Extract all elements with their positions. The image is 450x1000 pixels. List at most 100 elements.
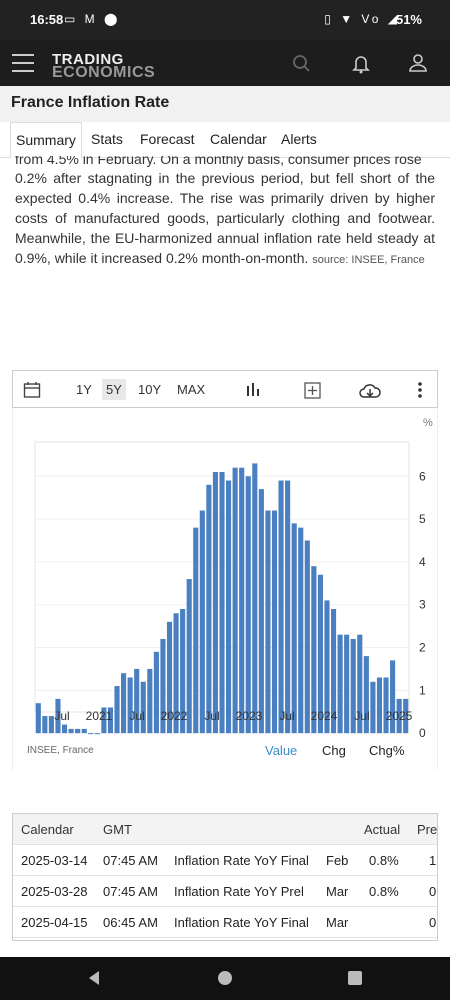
menu-icon[interactable] bbox=[12, 54, 34, 72]
row-event: Inflation Rate YoY Prel bbox=[174, 884, 304, 899]
tab-forecast[interactable]: Forecast bbox=[140, 131, 195, 147]
chart-type-icon[interactable] bbox=[245, 382, 261, 398]
chart-bar bbox=[357, 634, 363, 734]
x-tick-label: 2025 bbox=[386, 709, 413, 723]
chart-bar bbox=[127, 677, 133, 734]
chart-bar bbox=[396, 698, 402, 734]
chart-bar bbox=[383, 677, 389, 734]
x-tick-label: Jul bbox=[129, 709, 144, 723]
range-1y-button[interactable]: 1Y bbox=[76, 382, 92, 397]
chart-bar bbox=[298, 527, 304, 734]
change-percent-toggle[interactable]: Chg% bbox=[369, 743, 405, 758]
chart-bar bbox=[55, 698, 61, 734]
x-tick-label: Jul bbox=[279, 709, 294, 723]
download-cloud-icon[interactable] bbox=[359, 382, 381, 399]
range-max-button[interactable]: MAX bbox=[177, 382, 206, 397]
x-tick-label: Jul bbox=[54, 709, 69, 723]
status-bar: 16:58 ▭ M ⬤ ▯ ▼ Vo ◢ 51% bbox=[0, 0, 450, 40]
chart-bar bbox=[350, 638, 356, 734]
chart-bar bbox=[212, 471, 218, 734]
y-tick-label: 5 bbox=[419, 512, 426, 526]
calendar-icon[interactable] bbox=[23, 381, 41, 399]
chart-bar bbox=[206, 484, 212, 734]
y-unit-label: % bbox=[423, 417, 433, 429]
range-5y-button[interactable]: 5Y bbox=[102, 379, 126, 400]
table-header: Calendar GMT Actual Previous bbox=[13, 814, 438, 845]
row-event: Inflation Rate YoY Final bbox=[174, 915, 309, 930]
chart-bar bbox=[153, 651, 159, 734]
chart-bar bbox=[199, 510, 205, 734]
row-actual: 0.8% bbox=[369, 853, 399, 868]
x-tick-label: 2022 bbox=[161, 709, 188, 723]
page-title: France Inflation Rate bbox=[11, 94, 170, 111]
chart-source: INSEE, France bbox=[27, 745, 94, 756]
row-ref: Mar bbox=[326, 884, 349, 899]
row-previous: 1.7% bbox=[429, 853, 437, 868]
y-tick-label: 1 bbox=[419, 683, 426, 697]
chart-bar bbox=[226, 480, 232, 734]
tab-stats[interactable]: Stats bbox=[91, 131, 123, 147]
tab-calendar[interactable]: Calendar bbox=[210, 131, 267, 147]
chart-bar bbox=[376, 677, 383, 734]
chart-bar bbox=[278, 480, 284, 734]
row-ref: Feb bbox=[326, 853, 349, 868]
row-date: 2025-04-15 bbox=[21, 915, 88, 930]
tab-alerts[interactable]: Alerts bbox=[281, 131, 317, 147]
chart-bar bbox=[101, 707, 107, 734]
table-row[interactable]: 2025-03-14 07:45 AM Inflation Rate YoY F… bbox=[13, 845, 437, 876]
chart-bar bbox=[403, 698, 409, 734]
x-tick-label: 2023 bbox=[236, 709, 263, 723]
chart-bar bbox=[344, 634, 350, 734]
chart-bar bbox=[324, 600, 330, 734]
row-actual: 0.8% bbox=[369, 884, 399, 899]
article-source: source: INSEE, France bbox=[312, 254, 425, 266]
logo-text-trading: TRADING bbox=[52, 51, 124, 68]
compare-add-icon[interactable] bbox=[304, 382, 321, 399]
chart-toolbar: 1Y 5Y 10Y MAX bbox=[12, 370, 438, 408]
y-tick-label: 4 bbox=[419, 555, 426, 569]
android-nav-bar bbox=[0, 957, 450, 1000]
tab-bar: Summary Stats Forecast Calendar Alerts bbox=[0, 122, 450, 158]
chart-bar bbox=[232, 467, 238, 734]
col-previous: Previous bbox=[417, 822, 438, 837]
user-icon[interactable] bbox=[408, 53, 428, 73]
row-ref: Mar bbox=[326, 915, 349, 930]
range-10y-button[interactable]: 10Y bbox=[138, 382, 162, 397]
col-actual: Actual bbox=[364, 822, 401, 837]
table-row[interactable]: 2025-04-15 06:45 AM Inflation Rate YoY F… bbox=[13, 907, 437, 938]
table-row[interactable]: 2025-03-28 07:45 AM Inflation Rate YoY P… bbox=[13, 876, 437, 907]
row-time: 06:45 AM bbox=[103, 915, 158, 930]
row-previous: 0.8% bbox=[429, 915, 437, 930]
y-tick-label: 3 bbox=[419, 598, 426, 612]
back-icon[interactable] bbox=[87, 970, 101, 986]
recents-icon[interactable] bbox=[348, 971, 362, 985]
chart-bar bbox=[42, 716, 48, 734]
chart-bar bbox=[245, 476, 251, 734]
chart-bar bbox=[173, 613, 179, 734]
chart-bar bbox=[160, 638, 166, 734]
change-toggle[interactable]: Chg bbox=[322, 743, 346, 758]
chart-bar bbox=[337, 634, 343, 734]
chart-bar bbox=[134, 668, 140, 734]
row-previous: 0.8% bbox=[429, 884, 437, 899]
chart-bar bbox=[68, 728, 74, 734]
y-tick-label: 0 bbox=[419, 726, 426, 740]
x-tick-label: 2021 bbox=[86, 709, 113, 723]
row-date: 2025-03-28 bbox=[21, 884, 88, 899]
chart-bar bbox=[193, 527, 199, 734]
value-toggle[interactable]: Value bbox=[265, 743, 298, 758]
chart-bar bbox=[330, 608, 337, 734]
chart-bar bbox=[166, 621, 173, 734]
chart-bar bbox=[239, 467, 245, 734]
chart-bar bbox=[140, 681, 146, 734]
chart-bar bbox=[147, 668, 153, 734]
bell-icon[interactable] bbox=[352, 54, 370, 74]
chart-bar bbox=[35, 703, 41, 734]
chart-bar bbox=[75, 728, 81, 734]
search-icon[interactable] bbox=[292, 54, 312, 74]
more-options-icon[interactable] bbox=[417, 381, 423, 399]
tab-summary[interactable]: Summary bbox=[10, 122, 82, 158]
home-icon[interactable] bbox=[217, 970, 233, 986]
chart-bar bbox=[94, 733, 100, 735]
chart-bar bbox=[258, 489, 264, 734]
